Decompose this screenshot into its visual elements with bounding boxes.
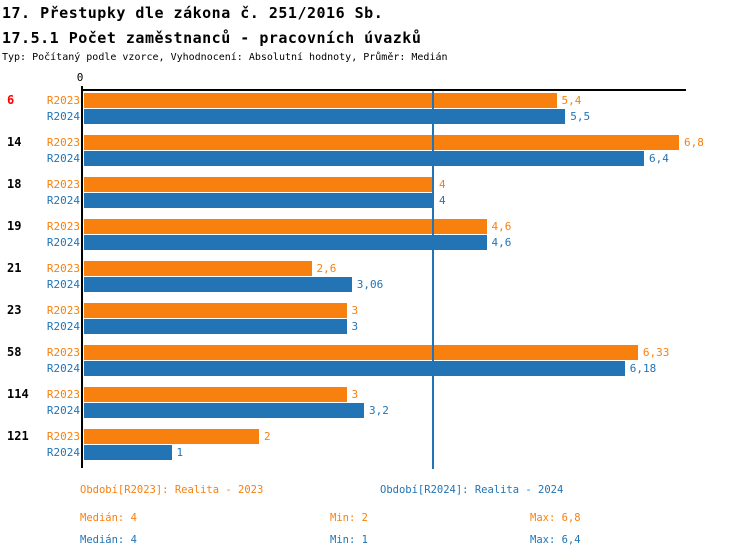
value-label-r2024-cat-121: 1: [176, 446, 184, 459]
stat-median-2023: Medián: 4: [80, 512, 137, 524]
value-label-r2023-cat-6: 5,4: [561, 94, 582, 107]
bar-r2024-cat-121: [84, 445, 172, 460]
category-label-114: 114: [7, 387, 29, 401]
value-label-r2023-cat-23: 3: [351, 304, 359, 317]
top-axis-line: [81, 89, 686, 91]
stat-median-2024: Medián: 4: [80, 534, 137, 546]
category-label-121: 121: [7, 429, 29, 443]
series-label-r2024-cat-121: R2024: [46, 446, 80, 459]
bar-r2024-cat-21: [84, 277, 352, 292]
category-label-58: 58: [7, 345, 22, 359]
bar-r2023-cat-23: [84, 303, 347, 318]
value-label-r2024-cat-14: 6,4: [649, 152, 669, 165]
category-label-14: 14: [7, 135, 22, 149]
bar-r2024-cat-14: [84, 151, 644, 166]
axis-zero-label: 0: [76, 71, 84, 84]
value-label-r2024-cat-23: 3: [351, 320, 359, 333]
chart-subtitle: Typ: Počítaný podle vzorce, Vyhodnocení:…: [2, 52, 448, 63]
stat-min-2023: Min: 2: [330, 512, 368, 524]
series-label-r2023-cat-19: R2023: [46, 220, 80, 233]
stat-max-2024: Max: 6,4: [530, 534, 581, 546]
value-label-r2023-cat-121: 2: [264, 430, 271, 443]
value-label-r2024-cat-18: 4: [439, 194, 446, 207]
bar-r2024-cat-6: [84, 109, 566, 124]
value-label-r2023-cat-21: 2,6: [316, 262, 337, 275]
bar-r2023-cat-6: [84, 93, 557, 108]
median-reference-line: [432, 91, 434, 469]
series-label-r2023-cat-21: R2023: [46, 262, 80, 275]
category-label-6: 6: [7, 93, 15, 107]
stat-max-2023: Max: 6,8: [530, 512, 581, 524]
series-label-r2024-cat-58: R2024: [46, 362, 80, 375]
value-label-r2024-cat-114: 3,2: [369, 404, 389, 417]
value-label-r2024-cat-6: 5,5: [570, 110, 591, 123]
value-label-r2023-cat-114: 3: [351, 388, 359, 401]
category-label-23: 23: [7, 303, 22, 317]
chart-title: 17.5.1 Počet zaměstnanců - pracovních úv…: [2, 29, 422, 47]
bar-r2023-cat-21: [84, 261, 312, 276]
bar-r2024-cat-114: [84, 403, 364, 418]
bar-r2024-cat-23: [84, 319, 347, 334]
bar-r2024-cat-19: [84, 235, 487, 250]
series-label-r2023-cat-6: R2023: [46, 94, 80, 107]
bar-r2023-cat-114: [84, 387, 347, 402]
report-title: 17. Přestupky dle zákona č. 251/2016 Sb.: [2, 4, 384, 22]
bar-r2023-cat-18: [84, 177, 434, 192]
value-label-r2024-cat-21: 3,06: [356, 278, 384, 291]
bar-r2024-cat-18: [84, 193, 434, 208]
series-label-r2024-cat-14: R2024: [46, 152, 80, 165]
series-label-r2024-cat-18: R2024: [46, 194, 80, 207]
value-label-r2023-cat-18: 4: [439, 178, 446, 191]
series-label-r2024-cat-23: R2024: [46, 320, 80, 333]
value-label-r2023-cat-14: 6,8: [684, 136, 704, 149]
bar-r2024-cat-58: [84, 361, 625, 376]
value-label-r2024-cat-58: 6,18: [629, 362, 657, 375]
series-label-r2024-cat-6: R2024: [46, 110, 80, 123]
legend-period-2024: Období[R2024]: Realita - 2024: [380, 484, 564, 496]
bar-r2023-cat-19: [84, 219, 487, 234]
series-label-r2024-cat-114: R2024: [46, 404, 80, 417]
series-label-r2023-cat-14: R2023: [46, 136, 80, 149]
category-label-18: 18: [7, 177, 22, 191]
category-label-19: 19: [7, 219, 22, 233]
series-label-r2024-cat-21: R2024: [46, 278, 80, 291]
y-axis-line: [81, 86, 83, 468]
bar-r2023-cat-58: [84, 345, 638, 360]
value-label-r2024-cat-19: 4,6: [491, 236, 512, 249]
series-label-r2023-cat-18: R2023: [46, 178, 80, 191]
series-label-r2023-cat-58: R2023: [46, 346, 80, 359]
category-label-21: 21: [7, 261, 22, 275]
bar-r2023-cat-14: [84, 135, 679, 150]
series-label-r2023-cat-121: R2023: [46, 430, 80, 443]
bar-r2023-cat-121: [84, 429, 259, 444]
value-label-r2023-cat-58: 6,33: [642, 346, 670, 359]
series-label-r2023-cat-114: R2023: [46, 388, 80, 401]
series-label-r2024-cat-19: R2024: [46, 236, 80, 249]
value-label-r2023-cat-19: 4,6: [491, 220, 512, 233]
series-label-r2023-cat-23: R2023: [46, 304, 80, 317]
legend-period-2023: Období[R2023]: Realita - 2023: [80, 484, 264, 496]
stat-min-2024: Min: 1: [330, 534, 368, 546]
